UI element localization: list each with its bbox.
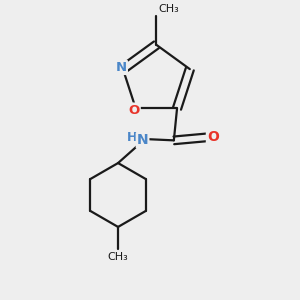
Text: H: H — [127, 131, 137, 144]
Text: O: O — [128, 103, 140, 116]
Text: O: O — [207, 130, 219, 144]
Text: N: N — [116, 61, 127, 74]
Text: CH₃: CH₃ — [158, 4, 179, 14]
Text: CH₃: CH₃ — [108, 253, 128, 262]
Text: N: N — [137, 134, 148, 147]
